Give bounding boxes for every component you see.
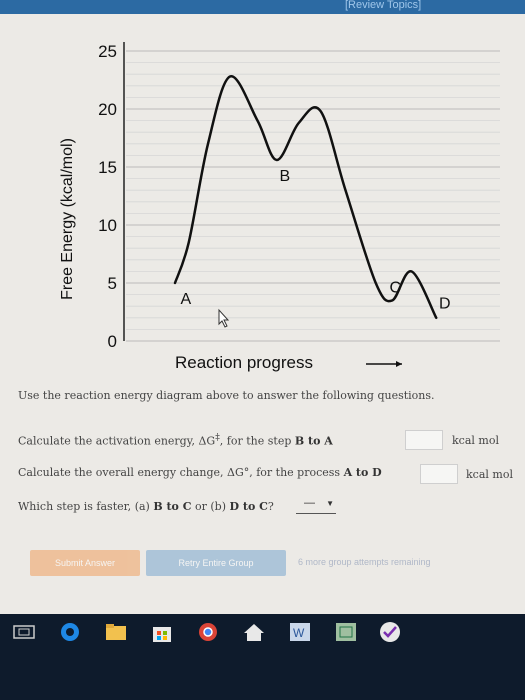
review-topics-link[interactable]: [Review Topics] (345, 0, 422, 11)
energy-curve (173, 75, 438, 320)
y-tick-label: 10 (98, 216, 117, 235)
question-2: Calculate the overall energy change, ΔG°… (18, 466, 382, 479)
submit-answer-button[interactable]: Submit Answer (30, 550, 140, 576)
questions-intro: Use the reaction energy diagram above to… (18, 389, 435, 402)
y-tick-label: 25 (98, 42, 117, 61)
q1-unit: kcal mol (452, 434, 499, 447)
q2-unit: kcal mol (466, 468, 513, 481)
energy-change-input[interactable] (420, 464, 458, 484)
x-axis-label: Reaction progress (175, 353, 313, 372)
point-label-c: C (390, 279, 402, 296)
arrow-head (396, 361, 402, 367)
content-area (0, 14, 525, 614)
home-icon[interactable] (242, 620, 266, 644)
point-labels: A B C D (181, 168, 451, 313)
point-label-d: D (439, 296, 451, 313)
mouse-cursor-icon (218, 308, 230, 328)
y-tick-labels: 25 20 15 10 5 0 (98, 42, 117, 351)
y-axis-label: Free Energy (kcal/mol) (59, 138, 76, 300)
y-tick-label: 15 (98, 158, 117, 177)
checkmark-icon[interactable] (378, 620, 402, 644)
taskbar (0, 614, 525, 700)
task-view-icon[interactable] (12, 620, 36, 644)
word-icon[interactable]: W (288, 620, 312, 644)
file-explorer-icon[interactable] (104, 620, 128, 644)
activation-energy-input[interactable] (405, 430, 443, 450)
y-tick-label: 5 (108, 274, 117, 293)
attempts-remaining: 6 more group attempts remaining (298, 557, 431, 567)
question-3: Which step is faster, (a) B to C or (b) … (18, 500, 274, 513)
point-label-b: B (280, 168, 291, 185)
y-tick-label: 20 (98, 100, 117, 119)
faster-step-select[interactable]: — ▼ (296, 497, 336, 514)
store-icon[interactable] (150, 620, 174, 644)
energy-diagram: 25 20 15 10 5 0 Free Energy (kcal/mol) A B C D R… (59, 42, 500, 372)
question-1: Calculate the activation energy, ΔG‡, fo… (18, 432, 333, 448)
y-tick-label: 0 (108, 332, 117, 351)
retry-group-button[interactable]: Retry Entire Group (146, 550, 286, 576)
edge-browser-icon[interactable] (58, 620, 82, 644)
excel-icon[interactable] (334, 620, 358, 644)
svg-text:W: W (293, 626, 305, 640)
point-label-a: A (181, 291, 192, 308)
chrome-icon[interactable] (196, 620, 220, 644)
chevron-down-icon: ▼ (326, 499, 334, 508)
top-bar: [Review Topics] (0, 0, 525, 14)
